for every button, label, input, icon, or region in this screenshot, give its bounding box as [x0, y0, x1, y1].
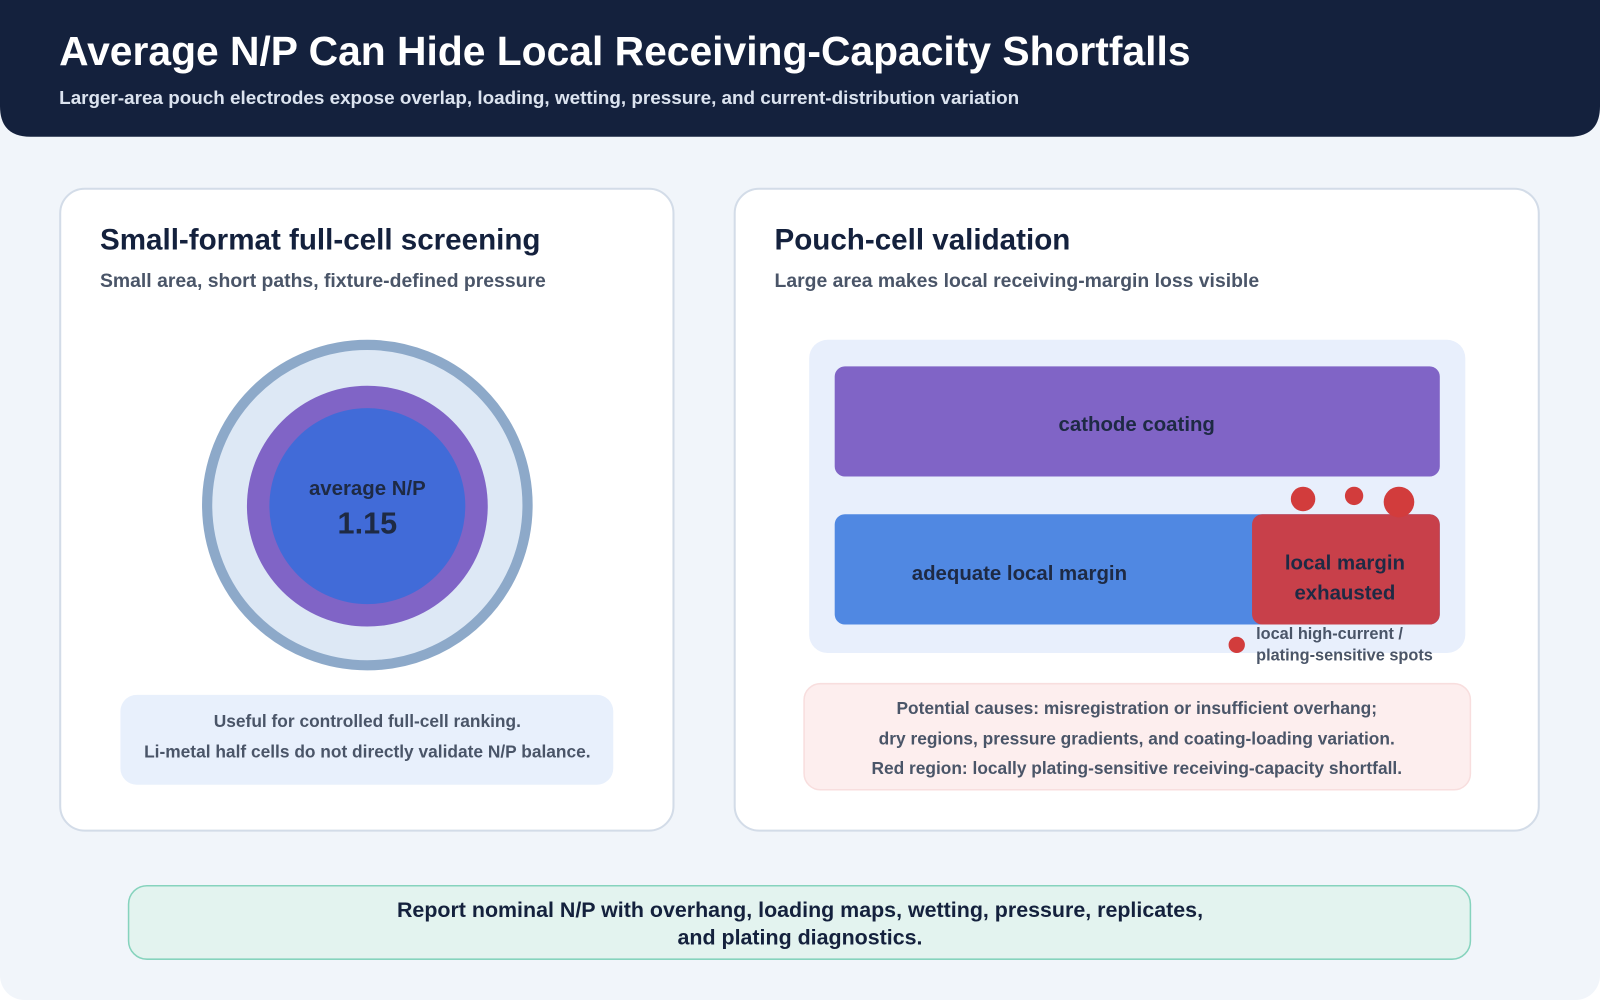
causes-line: Red region: locally plating-sensitive re…: [871, 758, 1402, 778]
causes-box: [803, 682, 1472, 791]
spots-label: local high-current /: [1256, 625, 1403, 643]
footer-line: Report nominal N/P with overhang, loadin…: [397, 898, 1203, 922]
panel-subtitle: Large area makes local receiving-margin …: [774, 270, 1259, 292]
plating-spot: [1344, 486, 1364, 506]
exhausted-label: local margin: [1285, 553, 1405, 575]
exhausted-region: [1252, 514, 1440, 625]
adequate-label: adequate local margin: [912, 563, 1127, 585]
page-title: Average N/P Can Hide Local Receiving-Cap…: [59, 28, 1190, 74]
note-line: Li-metal half cells do not directly vali…: [144, 742, 591, 762]
plating-spot: [1290, 486, 1316, 512]
spots-label: plating-sensitive spots: [1256, 646, 1433, 664]
anode-disc: [269, 408, 466, 605]
panel-title: Small-format full-cell screening: [100, 224, 541, 257]
page-subtitle: Larger-area pouch electrodes expose over…: [59, 87, 1019, 108]
center-label: average N/P: [309, 478, 426, 500]
legend-dot: [1228, 636, 1245, 654]
exhausted-label: exhausted: [1294, 582, 1395, 604]
causes-line: Potential causes: misregistration or ins…: [896, 698, 1376, 718]
plating-spot: [1383, 486, 1415, 518]
note-box: [120, 694, 614, 785]
note-line: Useful for controlled full-cell ranking.: [214, 711, 521, 731]
panel-subtitle: Small area, short paths, fixture-defined…: [100, 270, 546, 292]
header-bar: [0, 0, 1600, 137]
center-value: 1.15: [338, 507, 398, 541]
footer-box: [127, 884, 1472, 960]
cathode-layer: [834, 366, 1440, 477]
causes-line: dry regions, pressure gradients, and coa…: [879, 728, 1395, 748]
panel-title: Pouch-cell validation: [774, 224, 1070, 257]
cathode-label: cathode coating: [1059, 414, 1215, 436]
footer-line: and plating diagnostics.: [677, 925, 922, 949]
